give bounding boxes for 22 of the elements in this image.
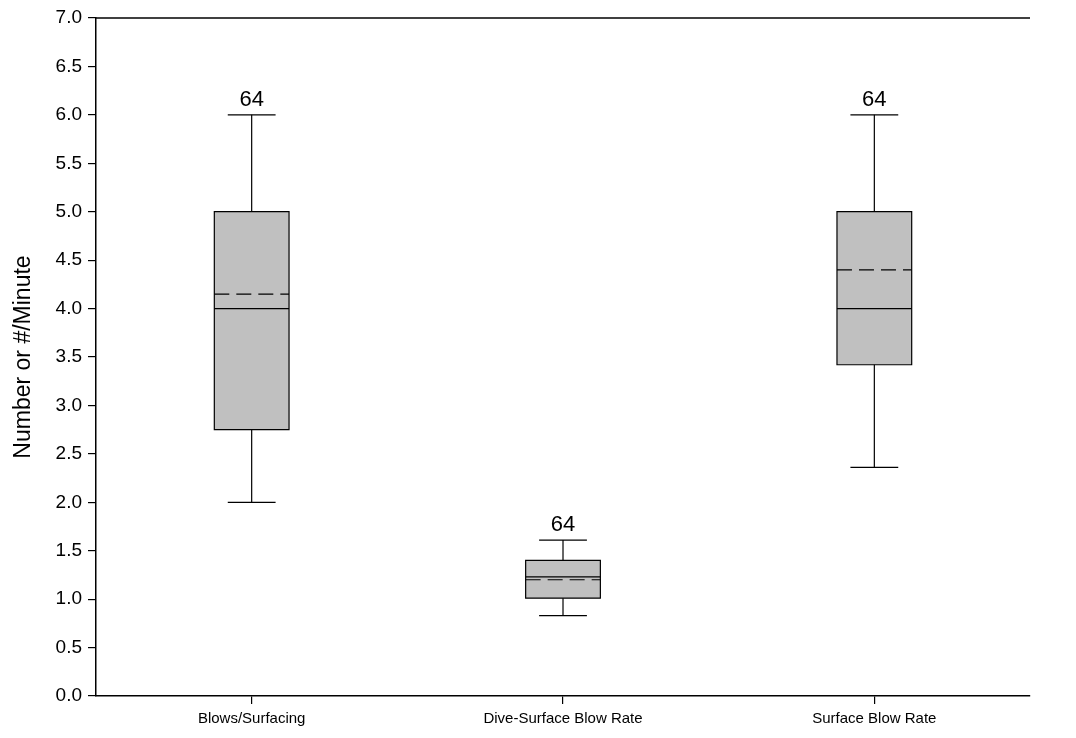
y-tick-label: 2.5 <box>55 442 83 464</box>
annotation: 64 <box>550 511 576 537</box>
y-tick-label: 6.0 <box>55 103 83 125</box>
y-axis-title: Number or #/Minute <box>9 255 36 459</box>
y-tick-label: 1.0 <box>55 587 83 609</box>
y-tick-label: 4.5 <box>55 248 83 270</box>
y-tick-label: 4.0 <box>55 296 83 318</box>
y-tick-label: 5.5 <box>55 151 83 173</box>
y-tick-label: 2.0 <box>55 490 83 512</box>
y-tick-label: 0.0 <box>55 684 83 706</box>
y-tick-label: 3.5 <box>55 345 83 367</box>
annotation: 64 <box>862 85 887 111</box>
y-tick-label: 6.5 <box>55 54 83 76</box>
y-tick-label: 5.0 <box>55 199 83 221</box>
x-tick-label: Dive-Surface Blow Rate <box>483 709 643 727</box>
y-tick-label: 0.5 <box>55 635 83 657</box>
x-tick-label: Blows/Surfacing <box>197 709 306 727</box>
y-tick-label: 1.5 <box>55 538 83 560</box>
annotation: 64 <box>239 85 264 111</box>
y-tick-label: 7.0 <box>55 6 83 28</box>
x-tick-label: Surface Blow Rate <box>812 709 937 727</box>
y-tick-label: 3.0 <box>55 393 83 415</box>
